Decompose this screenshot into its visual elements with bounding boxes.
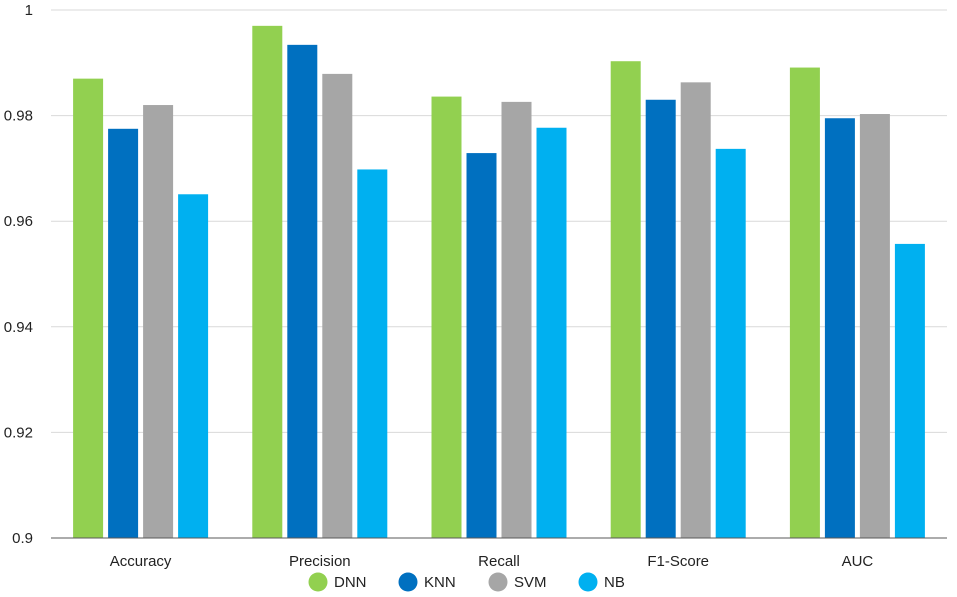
- bar-dnn-accuracy: [73, 78, 104, 538]
- legend-label: KNN: [424, 574, 456, 591]
- legend-marker: [578, 572, 598, 592]
- bar-dnn-precision: [252, 25, 283, 538]
- x-axis-categories: Accuracy Precision Recall F1-Score AUC: [110, 553, 874, 570]
- legend-item-knn: KNN: [398, 572, 456, 592]
- legend-marker: [398, 572, 418, 592]
- x-category-label: AUC: [842, 553, 874, 570]
- y-tick-label: 0.96: [4, 213, 33, 230]
- bar-knn-f1-score: [645, 99, 676, 538]
- bar-knn-auc: [824, 118, 855, 539]
- bar-nb-accuracy: [178, 194, 209, 538]
- y-tick-label: 1: [25, 2, 33, 19]
- bar-dnn-recall: [431, 96, 462, 538]
- y-axis-ticks: 0.9 0.92 0.94 0.96 0.98 1: [4, 2, 33, 547]
- legend-label: SVM: [514, 574, 547, 591]
- bar-svm-precision: [322, 73, 353, 538]
- legend-marker: [488, 572, 508, 592]
- legend-item-dnn: DNN: [308, 572, 367, 592]
- legend-label: NB: [604, 574, 625, 591]
- legend-item-nb: NB: [578, 572, 625, 592]
- bar-nb-f1-score: [715, 148, 746, 538]
- x-category-label: Accuracy: [110, 553, 172, 570]
- y-tick-label: 0.94: [4, 319, 33, 336]
- bar-svm-auc: [859, 114, 890, 539]
- legend-marker: [308, 572, 328, 592]
- y-tick-label: 0.98: [4, 108, 33, 125]
- bar-nb-precision: [357, 169, 388, 538]
- x-category-label: Recall: [478, 553, 520, 570]
- bar-knn-recall: [466, 153, 497, 538]
- bar-svm-accuracy: [143, 105, 174, 538]
- y-tick-label: 0.9: [12, 530, 33, 547]
- bar-dnn-auc: [789, 67, 820, 538]
- bar-svm-recall: [501, 101, 532, 538]
- bar-dnn-f1-score: [610, 61, 641, 538]
- legend-label: DNN: [334, 574, 367, 591]
- legend: DNN KNN SVM NB: [308, 572, 625, 592]
- bar-nb-recall: [536, 127, 567, 538]
- bar-svm-f1-score: [680, 82, 711, 538]
- x-category-label: F1-Score: [647, 553, 709, 570]
- y-tick-label: 0.92: [4, 424, 33, 441]
- bar-knn-precision: [287, 44, 318, 539]
- bars: [73, 25, 925, 539]
- bar-nb-auc: [894, 243, 925, 539]
- legend-item-svm: SVM: [488, 572, 547, 592]
- x-category-label: Precision: [289, 553, 351, 570]
- bar-knn-accuracy: [108, 128, 139, 539]
